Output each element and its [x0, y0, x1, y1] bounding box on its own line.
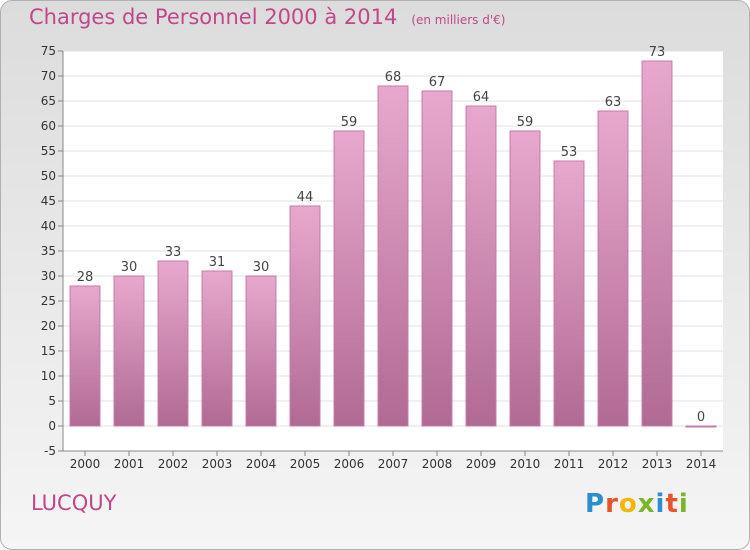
- y-tick-label: 30: [41, 269, 56, 283]
- bar: [421, 90, 453, 427]
- bar: [553, 160, 585, 427]
- y-tick-label: 40: [41, 219, 56, 233]
- bar-value-label: 68: [385, 70, 402, 85]
- bar: [597, 110, 629, 427]
- bar-value-label: 63: [605, 95, 622, 110]
- x-tick-label: 2004: [246, 457, 277, 471]
- logo-letter: r: [605, 489, 619, 519]
- y-tick-label: -5: [44, 444, 56, 458]
- x-tick-label: 2008: [422, 457, 453, 471]
- x-tick-label: 2009: [466, 457, 497, 471]
- bar: [113, 275, 145, 427]
- logo-letter: i: [655, 489, 666, 519]
- y-tick-label: 50: [41, 169, 56, 183]
- commune-name: LUCQUY: [31, 491, 117, 515]
- bar-value-label: 73: [649, 45, 666, 60]
- y-tick-label: 70: [41, 69, 56, 83]
- y-tick-label: 10: [41, 369, 56, 383]
- bar-value-label: 64: [473, 90, 490, 105]
- y-tick-label: 15: [41, 344, 56, 358]
- proxiti-logo: Proxiti: [585, 489, 689, 519]
- bar-value-label: 59: [341, 115, 358, 130]
- bar-value-label: 44: [297, 190, 314, 205]
- bar-value-label: 30: [253, 260, 270, 275]
- bar-value-label: 28: [77, 270, 94, 285]
- logo-letter: i: [678, 489, 689, 519]
- bar-value-label: 53: [561, 145, 578, 160]
- bar: [245, 275, 277, 427]
- x-tick-label: 2005: [290, 457, 321, 471]
- x-tick-label: 2007: [378, 457, 409, 471]
- x-tick-label: 2006: [334, 457, 365, 471]
- y-tick-label: 65: [41, 94, 56, 108]
- chart-title: Charges de Personnel 2000 à 2014 (en mill…: [29, 5, 506, 29]
- bar: [201, 270, 233, 427]
- logo-letter: t: [665, 489, 679, 519]
- logo-letter: x: [637, 489, 656, 519]
- bar-value-label: 59: [517, 115, 534, 130]
- bar: [377, 85, 409, 427]
- y-tick-label: 55: [41, 144, 56, 158]
- logo-letter: o: [618, 489, 638, 519]
- x-tick-label: 2013: [642, 457, 673, 471]
- bar-value-label: 33: [165, 245, 182, 260]
- y-tick-label: 60: [41, 119, 56, 133]
- y-tick-label: 75: [41, 44, 56, 58]
- bar: [289, 205, 321, 427]
- bar: [641, 60, 673, 427]
- bar-value-label: 0: [697, 410, 705, 425]
- x-tick-label: 2010: [510, 457, 541, 471]
- bar-value-label: 30: [121, 260, 138, 275]
- bar: [685, 425, 717, 428]
- y-tick-label: 0: [48, 419, 56, 433]
- x-tick-label: 2012: [598, 457, 629, 471]
- x-tick-label: 2014: [686, 457, 717, 471]
- bar: [69, 285, 101, 427]
- bar: [157, 260, 189, 427]
- bar: [465, 105, 497, 427]
- y-tick-label: 5: [48, 394, 56, 408]
- bar-value-label: 67: [429, 75, 446, 90]
- bar-value-label: 31: [209, 255, 226, 270]
- bar: [333, 130, 365, 427]
- bar: [509, 130, 541, 427]
- x-tick-label: 2011: [554, 457, 585, 471]
- x-tick-label: 2002: [158, 457, 189, 471]
- y-tick-label: 20: [41, 319, 56, 333]
- x-tick-label: 2003: [202, 457, 233, 471]
- y-tick-label: 35: [41, 244, 56, 258]
- logo-letter: P: [585, 489, 606, 519]
- x-tick-label: 2000: [70, 457, 101, 471]
- y-tick-label: 45: [41, 194, 56, 208]
- y-tick-label: 25: [41, 294, 56, 308]
- unit-label: (en milliers d'€): [411, 13, 506, 27]
- x-tick-label: 2001: [114, 457, 145, 471]
